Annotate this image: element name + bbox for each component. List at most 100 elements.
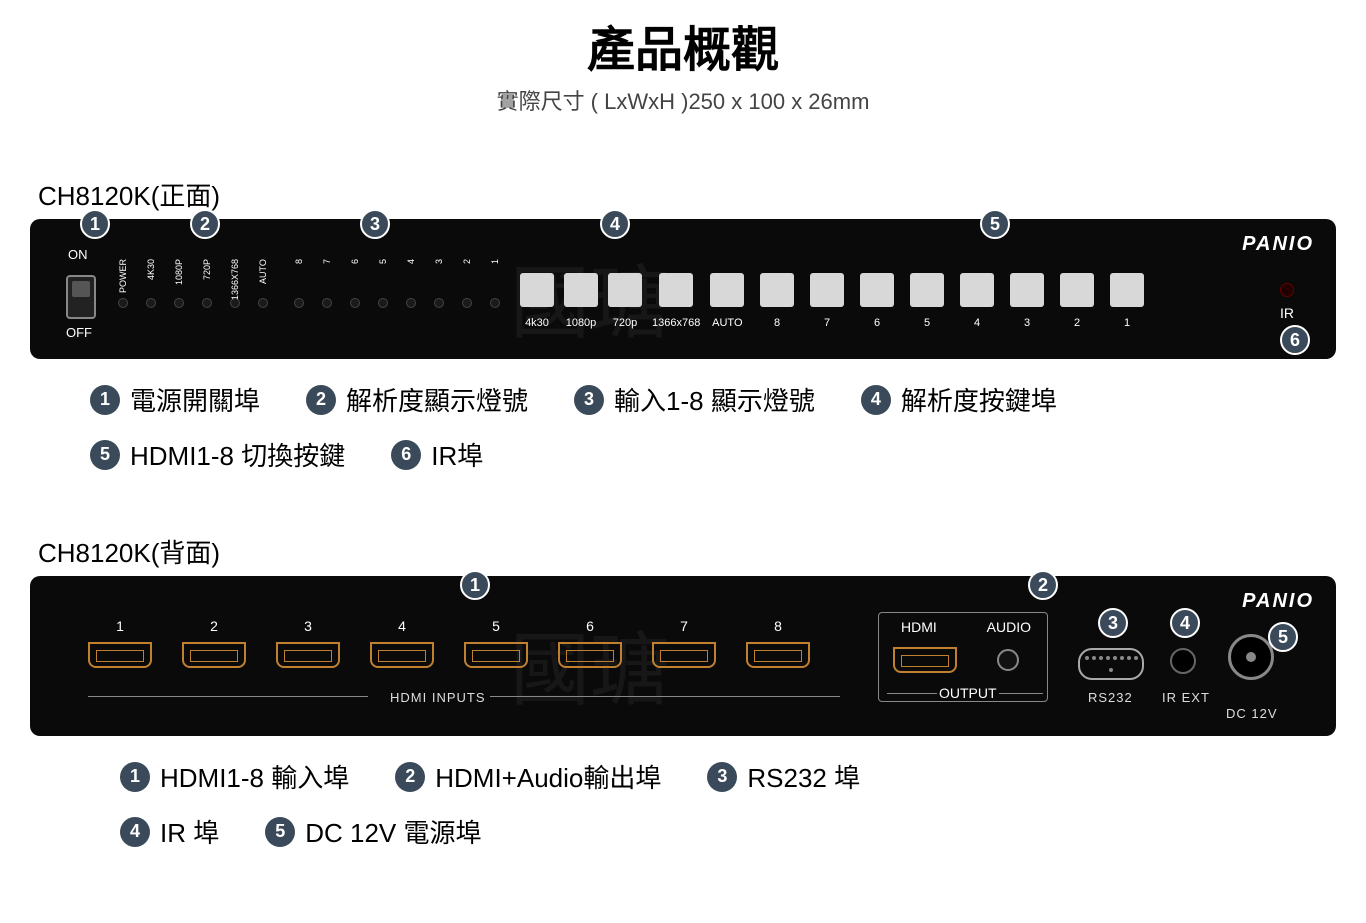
hdmi-output-port[interactable] xyxy=(893,647,957,673)
input-led: 1 xyxy=(486,259,504,308)
hdmi-input-port[interactable] xyxy=(464,642,528,668)
legend-badge: 1 xyxy=(120,762,150,792)
led-icon xyxy=(322,298,332,308)
led-icon xyxy=(434,298,444,308)
button-label: 3 xyxy=(1024,317,1030,329)
resolution-button[interactable] xyxy=(710,273,744,307)
legend-text: HDMI1-8 切換按鍵 xyxy=(130,436,345,473)
input-led: 4 xyxy=(402,259,420,308)
hdmi-port-label: 2 xyxy=(210,618,218,634)
input-button[interactable] xyxy=(810,273,844,307)
resolution-led: POWER xyxy=(114,259,132,308)
button-label: 4k30 xyxy=(525,317,549,329)
callout-badge: 5 xyxy=(980,209,1010,239)
legend-badge: 3 xyxy=(707,762,737,792)
resolution-button[interactable] xyxy=(659,273,693,307)
front-legend: 1電源開關埠2解析度顯示燈號3輸入1-8 顯示燈號4解析度按鍵埠 5HDMI1-… xyxy=(90,381,1306,473)
button-label: 8 xyxy=(774,317,780,329)
led-icon xyxy=(174,298,184,308)
legend-badge: 5 xyxy=(265,817,295,847)
led-label: 720P xyxy=(202,259,212,295)
hdmi-inputs-group: 12345678 xyxy=(88,618,810,668)
ir-ext-port[interactable] xyxy=(1170,648,1196,674)
input-button[interactable] xyxy=(1110,273,1144,307)
legend-badge: 4 xyxy=(120,817,150,847)
resolution-button[interactable] xyxy=(564,273,598,307)
input-led: 8 xyxy=(290,259,308,308)
back-panel: 國瑭 PANIO 12345678 HDMI INPUTS HDMI AUDIO… xyxy=(30,576,1336,736)
callout-badge: 3 xyxy=(1098,608,1128,638)
button-label: 1366x768 xyxy=(652,317,700,329)
front-section-label: CH8120K(正面) xyxy=(38,176,1366,213)
rs232-label: RS232 xyxy=(1088,690,1133,705)
hdmi-input-port[interactable] xyxy=(746,642,810,668)
led-label: 1080P xyxy=(174,259,184,295)
led-icon xyxy=(350,298,360,308)
legend-text: IR埠 xyxy=(431,436,483,473)
hdmi-input-port[interactable] xyxy=(370,642,434,668)
hdmi-input-port[interactable] xyxy=(652,642,716,668)
resolution-leds-group: POWER4K301080P720P1366X768AUTO xyxy=(114,259,272,308)
button-label: 2 xyxy=(1074,317,1080,329)
hdmi-input-port[interactable] xyxy=(276,642,340,668)
hdmi-input-port[interactable] xyxy=(558,642,622,668)
legend-item: 3RS232 埠 xyxy=(707,758,860,795)
input-button[interactable] xyxy=(760,273,794,307)
callout-badge: 2 xyxy=(1028,570,1058,600)
hdmi-port-label: 1 xyxy=(116,618,124,634)
callout-badge: 6 xyxy=(1280,325,1310,355)
led-label: POWER xyxy=(118,259,128,295)
led-icon xyxy=(406,298,416,308)
dc-label: DC 12V xyxy=(1226,706,1278,721)
back-legend: 1HDMI1-8 輸入埠2HDMI+Audio輸出埠3RS232 埠 4IR 埠… xyxy=(120,758,1306,850)
brand-logo: PANIO xyxy=(1242,233,1314,256)
button-label: 7 xyxy=(824,317,830,329)
hdmi-input-port[interactable] xyxy=(182,642,246,668)
legend-item: 4 IR 埠 xyxy=(120,813,219,850)
page-title: 產品概觀 xyxy=(0,10,1366,80)
audio-jack[interactable] xyxy=(997,649,1019,671)
input-button[interactable] xyxy=(910,273,944,307)
button-label: 1 xyxy=(1124,317,1130,329)
resolution-buttons-group: 4k301080p720p1366x768AUTO xyxy=(520,273,744,329)
hdmi-inputs-label: HDMI INPUTS xyxy=(390,690,486,705)
legend-item: 5HDMI1-8 切換按鍵 xyxy=(90,436,345,473)
legend-item: 4解析度按鍵埠 xyxy=(861,381,1057,418)
input-button[interactable] xyxy=(1010,273,1044,307)
on-label: ON xyxy=(68,247,88,262)
input-led: 5 xyxy=(374,259,392,308)
led-label: 2 xyxy=(462,259,472,295)
input-button[interactable] xyxy=(860,273,894,307)
legend-text: IR 埠 xyxy=(160,813,219,850)
dc-jack[interactable] xyxy=(1228,634,1274,680)
input-buttons-group: 87654321 xyxy=(760,273,1144,329)
button-label: 6 xyxy=(874,317,880,329)
back-section-label: CH8120K(背面) xyxy=(38,533,1366,570)
led-label: 5 xyxy=(378,259,388,295)
output-group: HDMI AUDIO OUTPUT xyxy=(878,612,1048,702)
rs232-port[interactable] xyxy=(1078,648,1144,680)
led-label: 7 xyxy=(322,259,332,295)
led-label: 4 xyxy=(406,259,416,295)
legend-item: 6IR埠 xyxy=(391,436,483,473)
legend-text: HDMI1-8 輸入埠 xyxy=(160,758,349,795)
hdmi-port-label: 4 xyxy=(398,618,406,634)
power-switch[interactable] xyxy=(66,275,96,319)
input-button[interactable] xyxy=(1060,273,1094,307)
resolution-button[interactable] xyxy=(520,273,554,307)
irext-label: IR EXT xyxy=(1162,690,1210,705)
led-label: 4K30 xyxy=(146,259,156,295)
input-led: 3 xyxy=(430,259,448,308)
resolution-button[interactable] xyxy=(608,273,642,307)
callout-badge: 4 xyxy=(1170,608,1200,638)
legend-item: 5DC 12V 電源埠 xyxy=(265,813,481,850)
legend-text: 輸入1-8 顯示燈號 xyxy=(614,381,815,418)
input-button[interactable] xyxy=(960,273,994,307)
led-label: 1366X768 xyxy=(230,259,240,295)
callout-badge: 3 xyxy=(360,209,390,239)
output-label: OUTPUT xyxy=(939,685,997,701)
hdmi-input-port[interactable] xyxy=(88,642,152,668)
legend-text: HDMI+Audio輸出埠 xyxy=(435,758,661,795)
legend-item: 1電源開關埠 xyxy=(90,381,260,418)
led-icon xyxy=(490,298,500,308)
